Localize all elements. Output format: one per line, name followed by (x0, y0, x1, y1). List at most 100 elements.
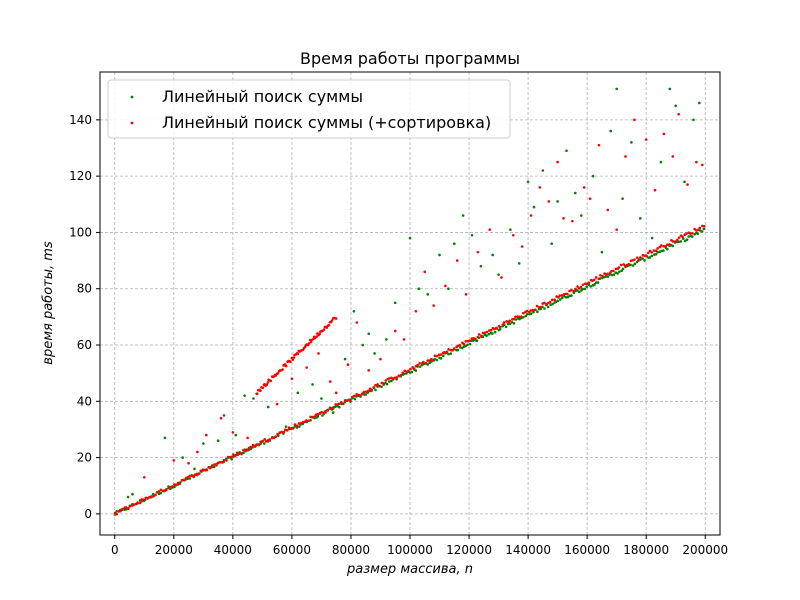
point-linear-sorted (154, 493, 157, 497)
point-linear-sorted (639, 256, 642, 259)
point-linear (558, 298, 562, 301)
point-linear (393, 301, 397, 305)
point-linear (702, 227, 706, 231)
point-linear (468, 342, 472, 346)
point-linear (532, 205, 536, 209)
point-linear (470, 233, 474, 237)
point-linear-sorted (211, 465, 214, 469)
point-linear-sorted (520, 245, 524, 248)
y-axis-label: время работы, ms (41, 241, 56, 365)
point-linear-sorted (601, 274, 604, 278)
point-linear-sorted (376, 383, 379, 386)
point-linear (222, 414, 226, 417)
point-linear (541, 169, 545, 172)
point-linear-sorted (358, 394, 362, 397)
point-linear (163, 436, 167, 440)
point-linear-sorted (399, 373, 403, 377)
point-linear (202, 442, 205, 445)
point-linear-sorted (395, 376, 399, 379)
point-linear-sorted (529, 214, 533, 217)
point-linear-sorted (502, 321, 506, 324)
point-linear-sorted (615, 228, 618, 231)
point-linear-sorted (362, 390, 366, 394)
point-linear (414, 369, 418, 372)
point-linear-sorted (576, 285, 579, 288)
data-points (113, 87, 706, 516)
point-linear (536, 310, 539, 314)
point-linear-sorted (543, 301, 546, 305)
point-linear (696, 232, 700, 235)
point-linear (173, 485, 176, 489)
point-linear-sorted (403, 369, 407, 373)
point-linear-sorted (431, 358, 435, 362)
point-linear-sorted (120, 508, 124, 512)
point-linear-sorted (246, 436, 249, 440)
point-linear-sorted (115, 512, 118, 516)
point-linear-sorted (668, 243, 672, 246)
point-linear-sorted (315, 335, 318, 338)
legend-box (107, 79, 511, 139)
point-linear-sorted (159, 488, 163, 492)
point-linear (564, 295, 568, 299)
point-linear (115, 509, 119, 513)
point-linear-sorted (289, 360, 292, 363)
point-linear (364, 393, 368, 396)
point-linear (650, 254, 654, 258)
point-linear-sorted (416, 363, 419, 367)
point-linear-sorted (225, 459, 228, 462)
point-linear-sorted (525, 309, 529, 313)
point-linear-sorted (261, 439, 264, 443)
point-linear (297, 425, 301, 428)
y-tick-label: 20 (77, 451, 92, 465)
point-linear-sorted (334, 403, 337, 406)
point-linear (373, 352, 376, 355)
point-linear (549, 303, 552, 307)
point-linear (338, 405, 341, 409)
point-linear-sorted (402, 338, 406, 341)
point-linear-sorted (423, 270, 427, 274)
y-tick-label: 120 (69, 169, 92, 183)
y-tick-label: 40 (77, 394, 92, 408)
point-linear-sorted (287, 426, 291, 430)
point-linear-sorted (625, 263, 629, 267)
point-linear-sorted (516, 315, 520, 318)
legend: Линейный поиск суммы Линейный поиск сумм… (107, 79, 511, 139)
y-tick-label: 140 (69, 113, 92, 127)
point-linear-sorted (476, 335, 480, 339)
point-linear-sorted (477, 333, 481, 336)
point-linear-sorted (485, 330, 489, 334)
point-linear (674, 104, 678, 108)
point-linear (361, 343, 365, 347)
point-linear-sorted (635, 256, 639, 259)
point-linear (387, 380, 391, 383)
point-linear-sorted (579, 285, 583, 289)
point-linear-sorted (299, 421, 303, 425)
point-linear-sorted (548, 300, 552, 304)
point-linear-sorted (646, 251, 650, 255)
point-linear-sorted (193, 473, 197, 477)
point-linear-sorted (355, 321, 359, 324)
point-linear-sorted (439, 353, 443, 356)
point-linear-sorted (582, 186, 586, 189)
point-linear-sorted (265, 440, 268, 443)
point-linear-sorted (231, 430, 235, 434)
point-linear-sorted (653, 188, 657, 192)
point-linear-sorted (291, 427, 295, 430)
point-linear (461, 214, 465, 217)
point-linear-sorted (345, 399, 349, 402)
point-linear-sorted (666, 243, 669, 247)
point-linear (612, 273, 616, 277)
point-linear-sorted (136, 501, 139, 504)
point-linear-sorted (652, 249, 656, 252)
point-linear-sorted (149, 495, 153, 498)
point-linear-sorted (309, 340, 313, 344)
x-axis-ticks: 0 20000 40000 60000 80000 100000 120000 140000 1… (111, 535, 728, 557)
point-linear-sorted (282, 430, 286, 434)
point-linear-sorted (187, 461, 190, 465)
point-linear-sorted (656, 247, 659, 250)
point-linear-sorted (249, 445, 252, 449)
point-linear (487, 332, 491, 336)
point-linear-sorted (662, 132, 666, 136)
point-linear-sorted (320, 410, 324, 414)
